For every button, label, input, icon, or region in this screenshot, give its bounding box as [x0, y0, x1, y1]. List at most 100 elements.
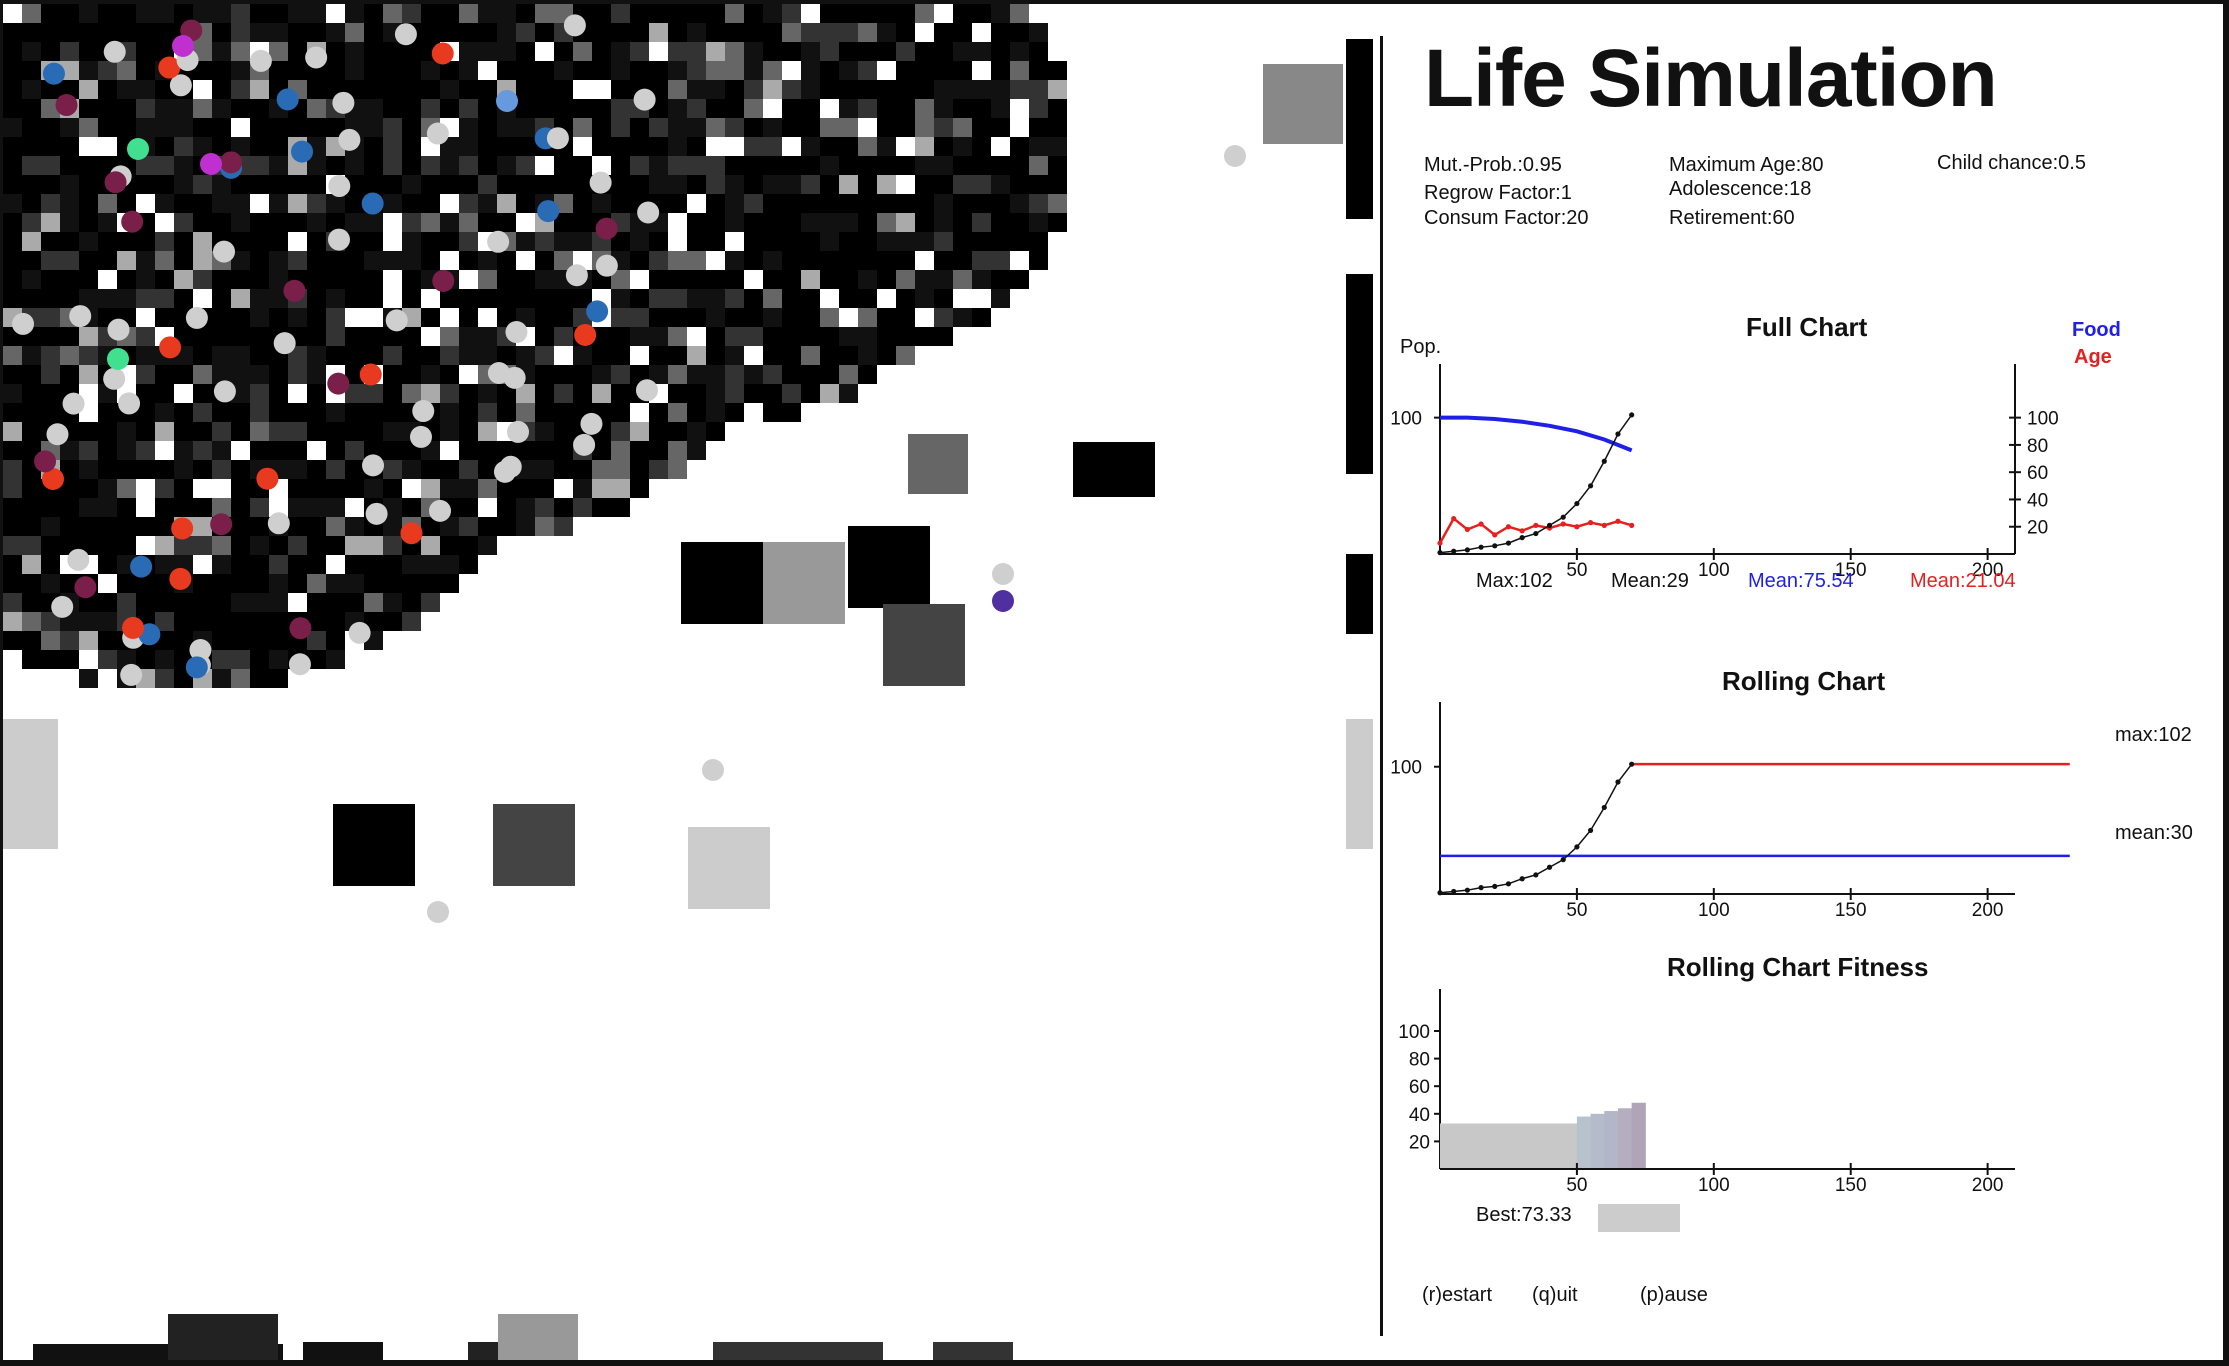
food-cell: [839, 365, 858, 384]
food-cell: [896, 61, 915, 80]
food-cell: [782, 194, 801, 213]
food-cell: [155, 536, 174, 555]
food-cell: [1048, 99, 1067, 118]
food-cell: [516, 23, 535, 42]
food-cell: [972, 194, 991, 213]
food-cell: [3, 118, 22, 137]
food-cell: [877, 270, 896, 289]
food-cell: [136, 251, 155, 270]
creature: [412, 400, 435, 423]
creature: [267, 512, 290, 535]
food-cell: [478, 175, 497, 194]
food-cell: [1073, 442, 1155, 497]
food-cell: [554, 308, 573, 327]
food-cell: [136, 156, 155, 175]
food-cell: [459, 232, 478, 251]
food-cell: [896, 289, 915, 308]
food-cell: [41, 137, 60, 156]
food-cell: [364, 384, 383, 403]
food-cell: [554, 232, 573, 251]
food-cell: [649, 61, 668, 80]
food-cell: [896, 251, 915, 270]
food-cell: [801, 384, 820, 403]
food-cell: [573, 384, 592, 403]
food-cell: [744, 213, 763, 232]
food-cell: [440, 175, 459, 194]
food-cell: [326, 574, 345, 593]
food-cell: [687, 213, 706, 232]
food-cell: [972, 61, 991, 80]
food-cell: [1048, 137, 1067, 156]
food-cell: [1029, 61, 1048, 80]
pause-control[interactable]: (p)ause: [1640, 1284, 1708, 1306]
x-tick-label: 200: [1972, 900, 2004, 921]
food-cell: [839, 80, 858, 99]
restart-control[interactable]: (r)estart: [1422, 1284, 1492, 1306]
food-cell: [155, 137, 174, 156]
food-cell: [3, 175, 22, 194]
food-cell: [269, 650, 288, 669]
age-point: [1505, 524, 1512, 530]
food-cell: [231, 460, 250, 479]
food-cell: [668, 118, 687, 137]
food-cell: [269, 42, 288, 61]
food-cell: [421, 23, 440, 42]
best-color-swatch: [1598, 1204, 1680, 1232]
food-cell: [174, 270, 193, 289]
food-cell: [288, 479, 307, 498]
creature: [574, 324, 597, 347]
food-cell: [174, 251, 193, 270]
food-cell: [117, 498, 136, 517]
food-cell: [908, 434, 968, 494]
food-cell: [60, 42, 79, 61]
food-cell: [155, 23, 174, 42]
food-cell: [22, 498, 41, 517]
food-cell: [383, 137, 402, 156]
food-cell: [41, 194, 60, 213]
food-cell: [763, 365, 782, 384]
food-cell: [250, 80, 269, 99]
quit-control[interactable]: (q)uit: [1532, 1284, 1578, 1306]
food-cell: [250, 669, 269, 688]
food-cell: [345, 156, 364, 175]
food-cell: [288, 213, 307, 232]
food-cell: [934, 251, 953, 270]
creature: [327, 228, 350, 251]
food-cell: [896, 213, 915, 232]
food-cell: [592, 498, 611, 517]
food-cell: [326, 61, 345, 80]
food-cell: [877, 213, 896, 232]
food-cell: [763, 61, 782, 80]
food-cell: [649, 289, 668, 308]
food-cell: [41, 232, 60, 251]
world-grid[interactable]: [3, 4, 1373, 1360]
food-cell: [136, 308, 155, 327]
food-cell: [269, 441, 288, 460]
food-cell: [858, 4, 877, 23]
creature: [189, 639, 212, 662]
food-cell: [345, 346, 364, 365]
food-cell: [288, 308, 307, 327]
food-cell: [98, 289, 117, 308]
food-cell: [231, 251, 250, 270]
food-cell: [155, 384, 174, 403]
food-cell: [155, 270, 174, 289]
food-cell: [820, 80, 839, 99]
creature: [505, 321, 528, 344]
food-cell: [459, 346, 478, 365]
food-cell: [801, 270, 820, 289]
food-cell: [383, 498, 402, 517]
food-cell: [896, 194, 915, 213]
food-cell: [212, 80, 231, 99]
food-cell: [630, 403, 649, 422]
food-cell: [706, 118, 725, 137]
food-cell: [573, 156, 592, 175]
food-cell: [326, 156, 345, 175]
food-cell: [782, 23, 801, 42]
food-cell: [839, 270, 858, 289]
food-cell: [250, 137, 269, 156]
food-cell: [478, 137, 497, 156]
food-cell: [288, 365, 307, 384]
food-cell: [383, 593, 402, 612]
